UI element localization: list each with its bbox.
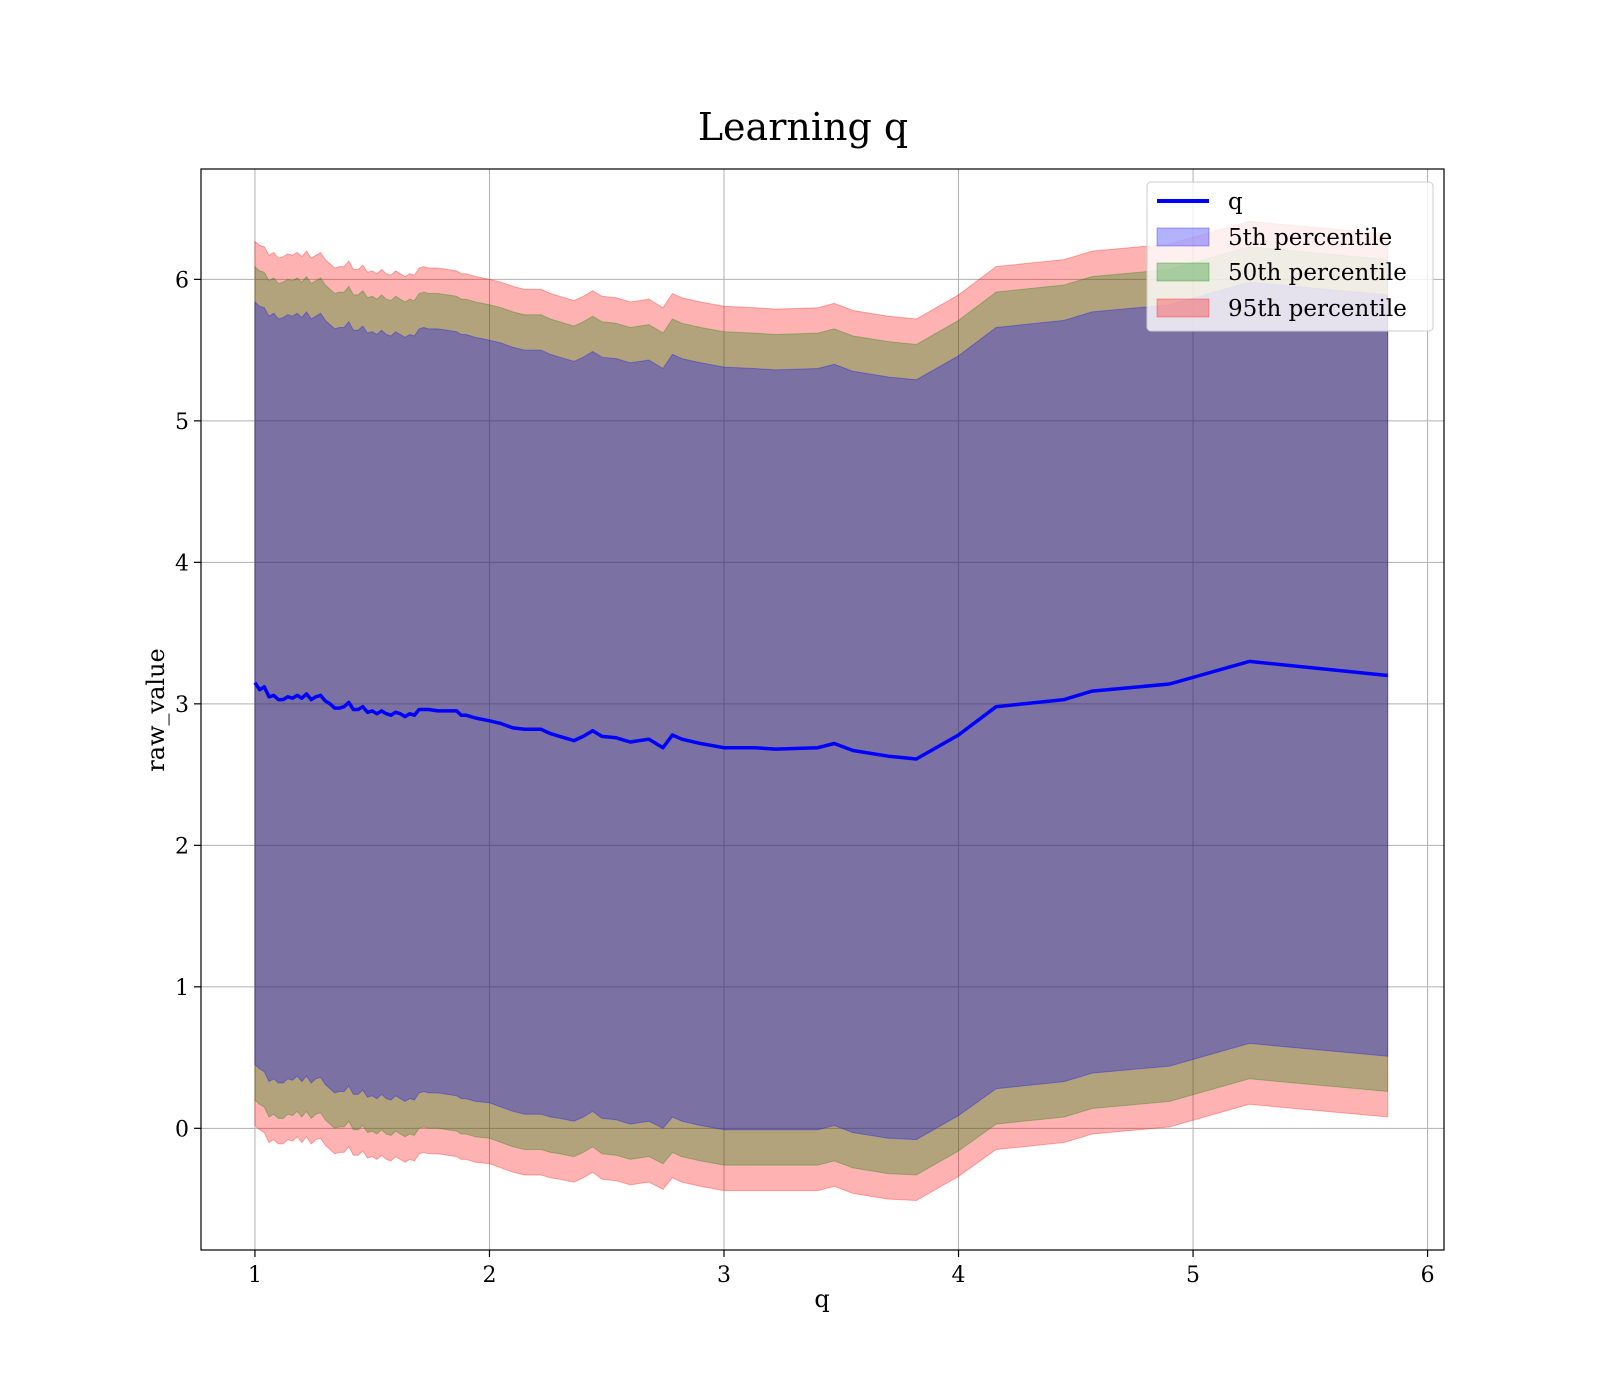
legend-label-95th: 95th percentile <box>1228 296 1407 322</box>
legend-frame <box>1146 181 1434 332</box>
percentile-bands <box>254 220 1389 1202</box>
x-tick-label: 2 <box>482 1263 496 1288</box>
band-95th <box>254 220 1389 1202</box>
series-line-q <box>253 659 1388 761</box>
y-axis-ticks: 0 1 2 3 4 5 6 <box>175 268 201 1142</box>
y-axis-label: raw_value <box>142 648 170 772</box>
x-axis-label: q <box>814 1285 829 1313</box>
x-tick-label: 3 <box>717 1263 731 1288</box>
series-lines <box>253 659 1388 761</box>
legend-swatch-5th <box>1156 227 1210 247</box>
y-tick-label: 3 <box>175 693 189 718</box>
band-50th <box>254 246 1389 1176</box>
y-tick-label: 4 <box>175 551 189 576</box>
x-axis-ticks: 1 2 3 4 5 6 <box>248 1250 1435 1288</box>
x-tick-label: 5 <box>1186 1263 1200 1288</box>
legend: q 5th percentile 50th percentile 95th pe… <box>1146 181 1434 332</box>
band-5th <box>254 281 1389 1141</box>
legend-swatch-50th <box>1156 262 1210 282</box>
y-tick-label: 0 <box>175 1117 189 1142</box>
y-tick-label: 1 <box>175 976 189 1001</box>
chart-title: Learning q <box>698 105 908 149</box>
plot-frame <box>200 168 1445 1251</box>
legend-label-50th: 50th percentile <box>1228 260 1407 286</box>
y-tick-label: 6 <box>175 268 189 293</box>
x-tick-label: 6 <box>1421 1263 1435 1288</box>
y-tick-label: 2 <box>175 834 189 859</box>
legend-label-5th: 5th percentile <box>1228 225 1392 251</box>
legend-swatch-95th <box>1156 298 1210 318</box>
legend-label-q: q <box>1228 189 1243 215</box>
x-tick-label: 1 <box>248 1263 262 1288</box>
y-tick-label: 5 <box>175 410 189 435</box>
x-tick-label: 4 <box>952 1263 966 1288</box>
